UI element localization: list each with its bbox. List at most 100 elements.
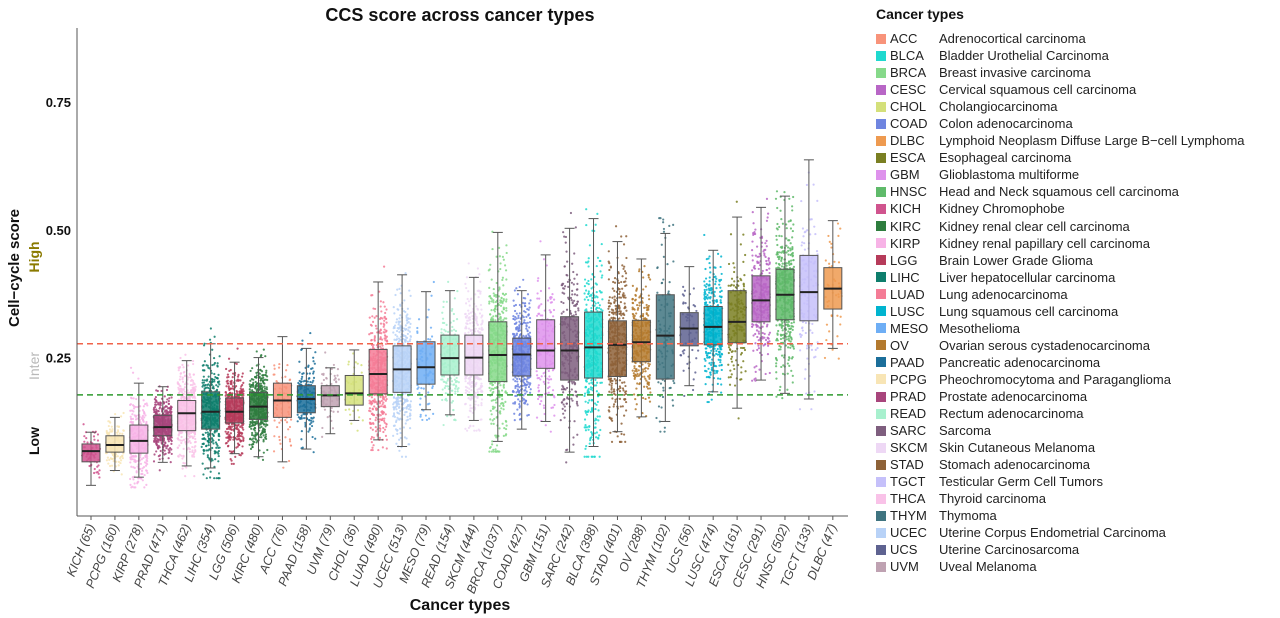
jitter-point [504, 427, 508, 431]
jitter-point [228, 438, 231, 441]
jitter-point [499, 304, 503, 307]
jitter-point [129, 461, 132, 464]
jitter-point [392, 413, 396, 417]
jitter-point [383, 316, 386, 319]
jitter-point [498, 390, 501, 394]
jitter-point [383, 417, 386, 420]
jitter-point [431, 385, 434, 388]
jitter-point [442, 375, 446, 378]
jitter-point [333, 374, 336, 377]
jitter-point [490, 300, 493, 303]
jitter-point [444, 384, 447, 388]
jitter-point [477, 296, 480, 299]
jitter-point [135, 470, 138, 473]
jitter-point [272, 450, 276, 453]
jitter-point [132, 466, 135, 469]
jitter-point [372, 436, 375, 439]
jitter-point [373, 338, 376, 341]
jitter-point [129, 409, 132, 412]
jitter-point [383, 323, 386, 327]
jitter-point [491, 407, 495, 410]
jitter-point [208, 338, 212, 341]
jitter-point [503, 293, 506, 297]
jitter-point [474, 400, 477, 403]
jitter-point [392, 412, 396, 415]
jitter-point [505, 433, 508, 436]
jitter-point [406, 313, 409, 316]
jitter-point [312, 451, 315, 454]
jitter-point [265, 386, 268, 389]
jitter-point [152, 460, 156, 463]
jitter-point [262, 348, 265, 351]
jitter-point [512, 299, 515, 302]
jitter-point [478, 312, 482, 315]
jitter-point [258, 426, 261, 429]
jitter-point [262, 431, 265, 434]
jitter-point [380, 399, 383, 402]
box-plot: CCS score across cancer types Cell−cycle… [6, 5, 848, 614]
jitter-point [398, 438, 401, 441]
jitter-point [379, 395, 382, 399]
jitter-point [407, 404, 410, 407]
jitter-point [402, 426, 405, 429]
jitter-point [330, 406, 333, 410]
jitter-point [514, 316, 517, 319]
jitter-point [191, 383, 194, 386]
jitter-point [392, 327, 395, 330]
jitter-point [397, 403, 401, 406]
jitter-point [176, 437, 180, 440]
jitter-point [116, 455, 119, 458]
jitter-point [416, 331, 419, 334]
jitter-point [457, 387, 460, 390]
jitter-point [265, 371, 268, 374]
jitter-point [476, 390, 479, 394]
jitter-point [445, 382, 448, 385]
jitter-point [249, 447, 253, 451]
jitter-point [312, 376, 316, 379]
jitter-point [469, 298, 472, 301]
jitter-point [372, 400, 375, 403]
jitter-point [313, 362, 316, 365]
jitter-point [116, 425, 119, 428]
jitter-point [143, 416, 146, 419]
jitter-point [255, 364, 258, 367]
jitter-point [142, 405, 146, 408]
jitter-point [470, 397, 474, 400]
jitter-point [430, 335, 434, 338]
jitter-point [146, 463, 149, 466]
jitter-point [182, 447, 185, 450]
jitter-point [478, 327, 481, 330]
jitter-point [122, 452, 125, 455]
jitter-point [106, 432, 109, 435]
jitter-point [429, 326, 433, 329]
jitter-point [385, 335, 388, 338]
jitter-point [360, 364, 363, 367]
jitter-point [154, 395, 157, 399]
jitter-point [227, 430, 230, 434]
jitter-point [505, 300, 508, 303]
jitter-point [421, 418, 424, 422]
jitter-point [452, 408, 455, 412]
jitter-point [307, 430, 310, 433]
jitter-point [409, 317, 412, 320]
jitter-point [154, 398, 157, 402]
jitter-point [491, 405, 495, 408]
jitter-point [466, 386, 469, 389]
jitter-point [492, 287, 495, 291]
jitter-point [465, 322, 468, 325]
jitter-point [528, 306, 531, 309]
jitter-point [382, 301, 385, 304]
jitter-point [473, 406, 477, 409]
jitter-point [398, 409, 402, 413]
jitter-point [398, 412, 401, 415]
jitter-point [133, 482, 136, 485]
jitter-point [396, 404, 399, 407]
jitter-point [132, 397, 135, 400]
jitter-point [491, 443, 494, 446]
jitter-point [467, 300, 471, 303]
jitter-point [354, 361, 357, 364]
jitter-point [177, 455, 180, 458]
jitter-point [403, 327, 406, 330]
jitter-point [109, 421, 112, 424]
jitter-point [455, 385, 458, 388]
